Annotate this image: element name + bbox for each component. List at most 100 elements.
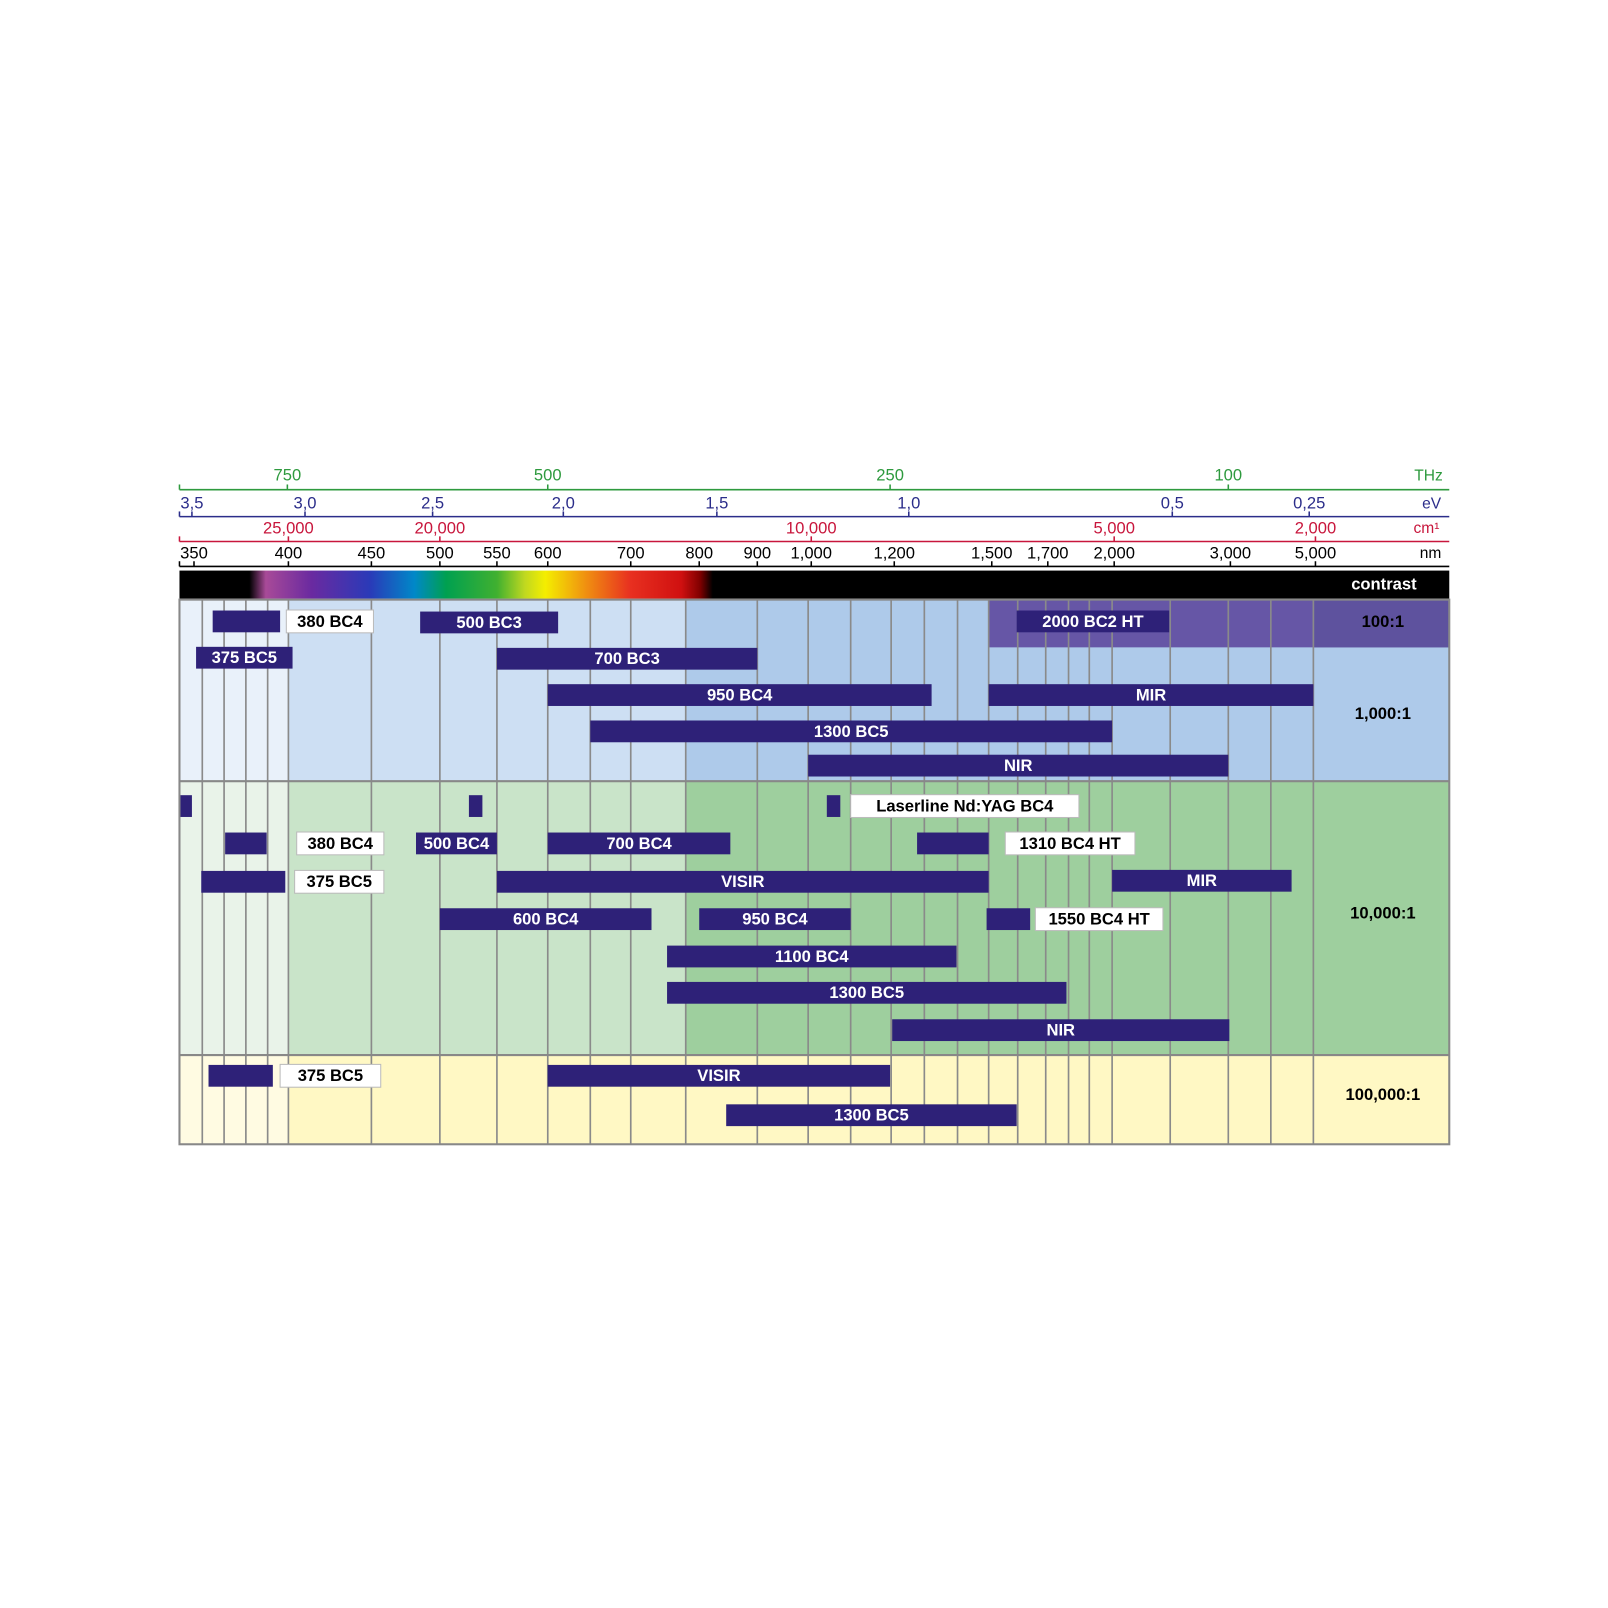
frame <box>178 598 1451 1146</box>
tick-label: 3,5 <box>180 494 203 513</box>
product-bar <box>1112 869 1292 892</box>
product-label: 950 BC4 <box>707 685 773 704</box>
label-box <box>296 831 385 856</box>
product-label: 700 BC3 <box>594 649 659 668</box>
tick-label: 2,000 <box>1093 543 1135 562</box>
axis-unit: cm¹ <box>1413 520 1439 537</box>
product-label: 1310 BC4 HT <box>1019 834 1120 853</box>
region <box>1313 599 1450 648</box>
axis-unit: nm <box>1420 545 1442 562</box>
product-bar <box>496 870 989 893</box>
product-bar <box>547 832 731 855</box>
tick-label: 2,0 <box>552 494 575 513</box>
tick-label: 250 <box>876 466 904 485</box>
axes: 750 500 250 100 THz 3,5 3,0 2,5 2,0 1,5 1,0 0,5 0,25… <box>178 466 1450 568</box>
product-bar <box>986 908 1031 931</box>
product-label: NIR <box>1046 1021 1075 1040</box>
product-label: VISIR <box>697 1066 740 1085</box>
product-bar <box>468 795 483 817</box>
product-label: 375 BC5 <box>212 648 277 667</box>
label-box <box>1034 907 1164 932</box>
tick-label: 1,700 <box>1027 543 1069 562</box>
tick-label: 350 <box>180 543 208 562</box>
product-label: 375 BC5 <box>298 1066 363 1085</box>
product-bar <box>179 795 192 817</box>
spectrum-label: contrast <box>1351 574 1417 593</box>
product-bar <box>420 611 559 634</box>
product-bar <box>208 1064 273 1087</box>
tick-label: 800 <box>685 543 713 562</box>
contrast-label: 10,000:1 <box>1350 903 1415 922</box>
tick-label: 100 <box>1214 466 1242 485</box>
product-bar <box>416 832 497 855</box>
product-label: 500 BC4 <box>424 834 490 853</box>
label-box <box>279 1063 382 1088</box>
tick-label: 25,000 <box>263 518 314 537</box>
bars: 100:1 1,000:1 10,000:1 100,000:1 380 BC4 500 … <box>179 609 1421 1127</box>
tick-label: 750 <box>274 466 302 485</box>
spectrum-bar <box>179 570 1450 599</box>
product-label: 380 BC4 <box>308 834 374 853</box>
product-bar <box>892 1019 1230 1042</box>
product-bar <box>667 981 1067 1004</box>
tick-label: 550 <box>483 543 511 562</box>
product-bar <box>496 647 758 670</box>
product-label: VISIR <box>721 872 764 891</box>
product-bar <box>547 1064 891 1087</box>
tick-label: 500 <box>534 466 562 485</box>
contrast-label: 100:1 <box>1362 612 1404 631</box>
product-label: NIR <box>1004 756 1033 775</box>
product-label: 1300 BC5 <box>814 722 889 741</box>
product-label: MIR <box>1136 685 1166 704</box>
product-label: Laserline Nd:YAG BC4 <box>876 796 1054 815</box>
tick-label: 1,0 <box>897 494 920 513</box>
tick-label: 2,5 <box>421 494 444 513</box>
tick-label: 0,5 <box>1161 494 1184 513</box>
product-bar <box>201 870 286 893</box>
axis-unit: THz <box>1414 467 1443 484</box>
tick-label: 1,500 <box>971 543 1013 562</box>
product-bar <box>826 795 841 817</box>
axis-unit: eV <box>1422 495 1442 512</box>
tick-label: 3,0 <box>293 494 316 513</box>
tick-label: 600 <box>534 543 562 562</box>
product-bar <box>808 754 1229 777</box>
tick-label: 3,000 <box>1210 543 1252 562</box>
product-bar <box>667 945 957 968</box>
product-label: 1300 BC5 <box>829 983 904 1002</box>
tick-label: 1,200 <box>874 543 916 562</box>
label-box <box>294 869 385 894</box>
contrast-label: 100,000:1 <box>1346 1085 1421 1104</box>
product-bar <box>225 832 267 855</box>
tick-label: 10,000 <box>786 518 837 537</box>
tick-label: 1,5 <box>705 494 728 513</box>
tick-label: 900 <box>743 543 771 562</box>
product-bar <box>917 832 989 855</box>
product-label: 1100 BC4 <box>775 947 850 966</box>
product-label: 380 BC4 <box>297 612 363 631</box>
tick-label: 0,25 <box>1293 494 1325 513</box>
product-bar <box>1016 610 1170 633</box>
product-label: MIR <box>1187 871 1217 890</box>
product-label: 1300 BC5 <box>834 1106 909 1125</box>
contrast-label: 1,000:1 <box>1355 704 1411 723</box>
product-bar <box>726 1104 1017 1127</box>
product-bar <box>212 610 281 633</box>
product-label: 500 BC3 <box>456 613 521 632</box>
tick-label: 5,000 <box>1295 543 1336 562</box>
label-box <box>285 609 374 634</box>
label-box <box>850 794 1080 819</box>
region <box>179 781 289 1056</box>
product-label: 700 BC4 <box>606 834 672 853</box>
tick-label: 400 <box>275 543 303 562</box>
tick-label: 450 <box>358 543 386 562</box>
product-label: 1550 BC4 HT <box>1048 910 1149 929</box>
tick-label: 20,000 <box>415 518 466 537</box>
product-label: 600 BC4 <box>513 910 579 929</box>
product-label: 375 BC5 <box>307 872 372 891</box>
product-bar <box>988 684 1314 706</box>
tick-label: 2,000 <box>1295 518 1336 537</box>
tick-label: 700 <box>617 543 645 562</box>
label-box <box>1004 831 1136 856</box>
